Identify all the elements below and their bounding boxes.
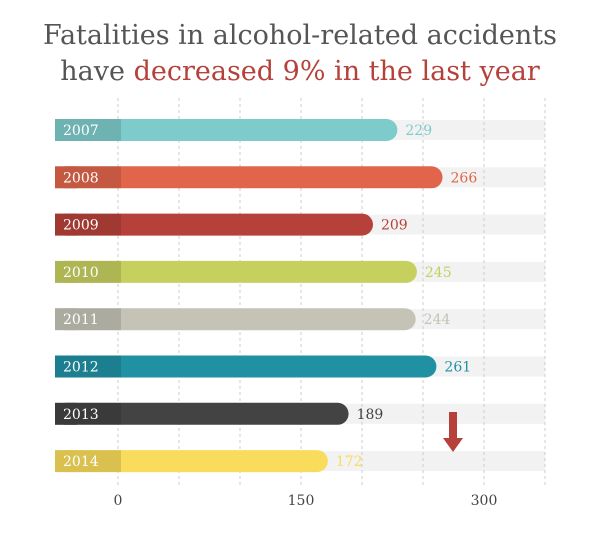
year-label-2014: 2014 bbox=[63, 454, 99, 470]
bar-left-cap bbox=[55, 308, 77, 331]
bar-2013 bbox=[55, 402, 349, 425]
down-arrow-icon bbox=[443, 438, 463, 452]
title-highlight: decreased 9% in the last year bbox=[133, 56, 540, 87]
bar-left-cap bbox=[55, 450, 77, 473]
bar-left-cap bbox=[55, 119, 77, 141]
bar-left-cap bbox=[55, 166, 77, 189]
year-label-box bbox=[55, 213, 121, 236]
year-label-box bbox=[55, 119, 121, 141]
bar-2014 bbox=[55, 450, 328, 473]
year-label-box bbox=[55, 260, 121, 283]
year-label-2010: 2010 bbox=[63, 265, 99, 281]
value-label-2014: 172 bbox=[336, 454, 363, 470]
bar-left-cap bbox=[55, 213, 77, 236]
bar-2012 bbox=[55, 355, 437, 378]
x-tick-label: 150 bbox=[288, 493, 315, 509]
title-line-2: have decreased 9% in the last year bbox=[0, 54, 600, 90]
year-label-box bbox=[55, 450, 121, 473]
year-label-2007: 2007 bbox=[63, 123, 99, 139]
x-tick-label: 300 bbox=[471, 493, 498, 509]
year-label-box bbox=[55, 402, 121, 425]
bar-2011 bbox=[55, 308, 416, 331]
bar-2009 bbox=[55, 213, 373, 236]
year-label-2008: 2008 bbox=[63, 170, 99, 186]
value-label-2009: 209 bbox=[381, 218, 408, 234]
chart-title: Fatalities in alcohol-related accidents … bbox=[0, 18, 600, 90]
value-label-2013: 189 bbox=[357, 407, 384, 423]
bar-2007 bbox=[55, 119, 398, 141]
value-label-2010: 245 bbox=[425, 265, 452, 281]
bar-2008 bbox=[55, 166, 443, 189]
year-label-box bbox=[55, 166, 121, 189]
arrow-shaft bbox=[449, 412, 457, 438]
title-line-1: Fatalities in alcohol-related accidents bbox=[43, 20, 557, 51]
title-prefix: have bbox=[60, 56, 134, 87]
year-label-box bbox=[55, 308, 121, 331]
year-label-box bbox=[55, 355, 121, 378]
value-label-2012: 261 bbox=[444, 360, 471, 376]
year-label-2012: 2012 bbox=[63, 360, 99, 376]
year-label-2013: 2013 bbox=[63, 407, 99, 423]
year-label-2009: 2009 bbox=[63, 218, 99, 234]
value-label-2008: 266 bbox=[451, 170, 478, 186]
bar-2010 bbox=[55, 260, 417, 283]
value-label-2011: 244 bbox=[424, 312, 451, 328]
bar-left-cap bbox=[55, 260, 77, 283]
bar-left-cap bbox=[55, 355, 77, 378]
bar-left-cap bbox=[55, 402, 77, 425]
value-label-2007: 229 bbox=[405, 123, 432, 139]
x-tick-label: 0 bbox=[114, 493, 123, 509]
year-label-2011: 2011 bbox=[63, 312, 99, 328]
